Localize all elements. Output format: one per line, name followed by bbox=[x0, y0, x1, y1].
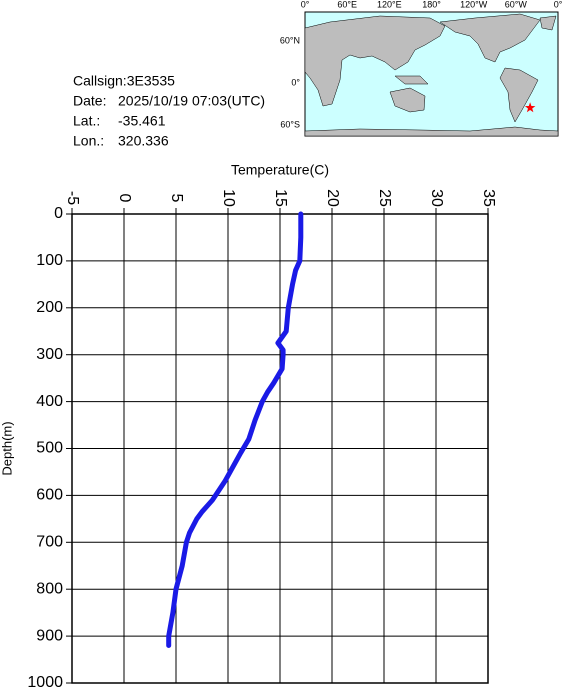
y-tick-label: 200 bbox=[36, 299, 63, 316]
map-lon-label: 0° bbox=[554, 0, 563, 9]
callsign: Callsign:3E3535 bbox=[73, 73, 175, 89]
x-tick-label: 20 bbox=[324, 189, 341, 207]
y-tick-label: 500 bbox=[36, 440, 63, 457]
map-lon-label: 120°W bbox=[460, 0, 488, 9]
y-tick-label: 700 bbox=[36, 534, 63, 551]
map-lon-label: 120°E bbox=[377, 0, 402, 9]
x-tick-label: -5 bbox=[64, 191, 81, 205]
y-tick-label: 1000 bbox=[27, 674, 63, 690]
location-marker bbox=[524, 102, 536, 113]
plot-frame bbox=[71, 213, 489, 684]
map-lon-label: 180° bbox=[422, 0, 441, 9]
info-label: Lon.: bbox=[73, 133, 104, 149]
x-tick-label: 35 bbox=[480, 189, 497, 207]
info-label: Date: bbox=[73, 93, 106, 109]
map-lon-label: 60°E bbox=[337, 0, 357, 9]
world-map bbox=[304, 11, 559, 137]
x-tick-label: 5 bbox=[168, 194, 185, 203]
y-tick-label: 800 bbox=[36, 580, 63, 597]
x-tick-label: 10 bbox=[220, 189, 237, 207]
map-lat-label: 60°S bbox=[280, 119, 300, 129]
map-lat-label: 0° bbox=[291, 77, 300, 87]
info-value: 2025/10/19 07:03(UTC) bbox=[118, 93, 265, 109]
y-tick-label: 0 bbox=[54, 205, 63, 222]
info-value: -35.461 bbox=[118, 113, 166, 129]
x-tick-label: 30 bbox=[428, 189, 445, 207]
x-axis-title: Temperature(C) bbox=[231, 162, 329, 178]
map-lon-label: 60°W bbox=[505, 0, 528, 9]
y-tick-label: 300 bbox=[36, 346, 63, 363]
map-lat-label: 60°N bbox=[280, 35, 300, 45]
map-lon-label: 0° bbox=[301, 0, 310, 9]
map-land bbox=[304, 13, 559, 137]
info-value: 320.336 bbox=[118, 133, 169, 149]
y-tick-label: 600 bbox=[36, 487, 63, 504]
x-tick-label: 15 bbox=[272, 189, 289, 207]
x-tick-label: 25 bbox=[376, 189, 393, 207]
plot-area: Temperature(C)Depth(m)-5 0 5 10 15 20 25 30 3501… bbox=[0, 162, 497, 692]
x-tick-label: 0 bbox=[116, 194, 133, 203]
y-tick-label: 100 bbox=[36, 252, 63, 269]
y-tick-label: 400 bbox=[36, 393, 63, 410]
y-tick-label: 900 bbox=[36, 627, 63, 644]
y-axis-title: Depth(m) bbox=[0, 421, 14, 475]
info-label: Lat.: bbox=[73, 113, 100, 129]
profile-line bbox=[166, 211, 304, 648]
